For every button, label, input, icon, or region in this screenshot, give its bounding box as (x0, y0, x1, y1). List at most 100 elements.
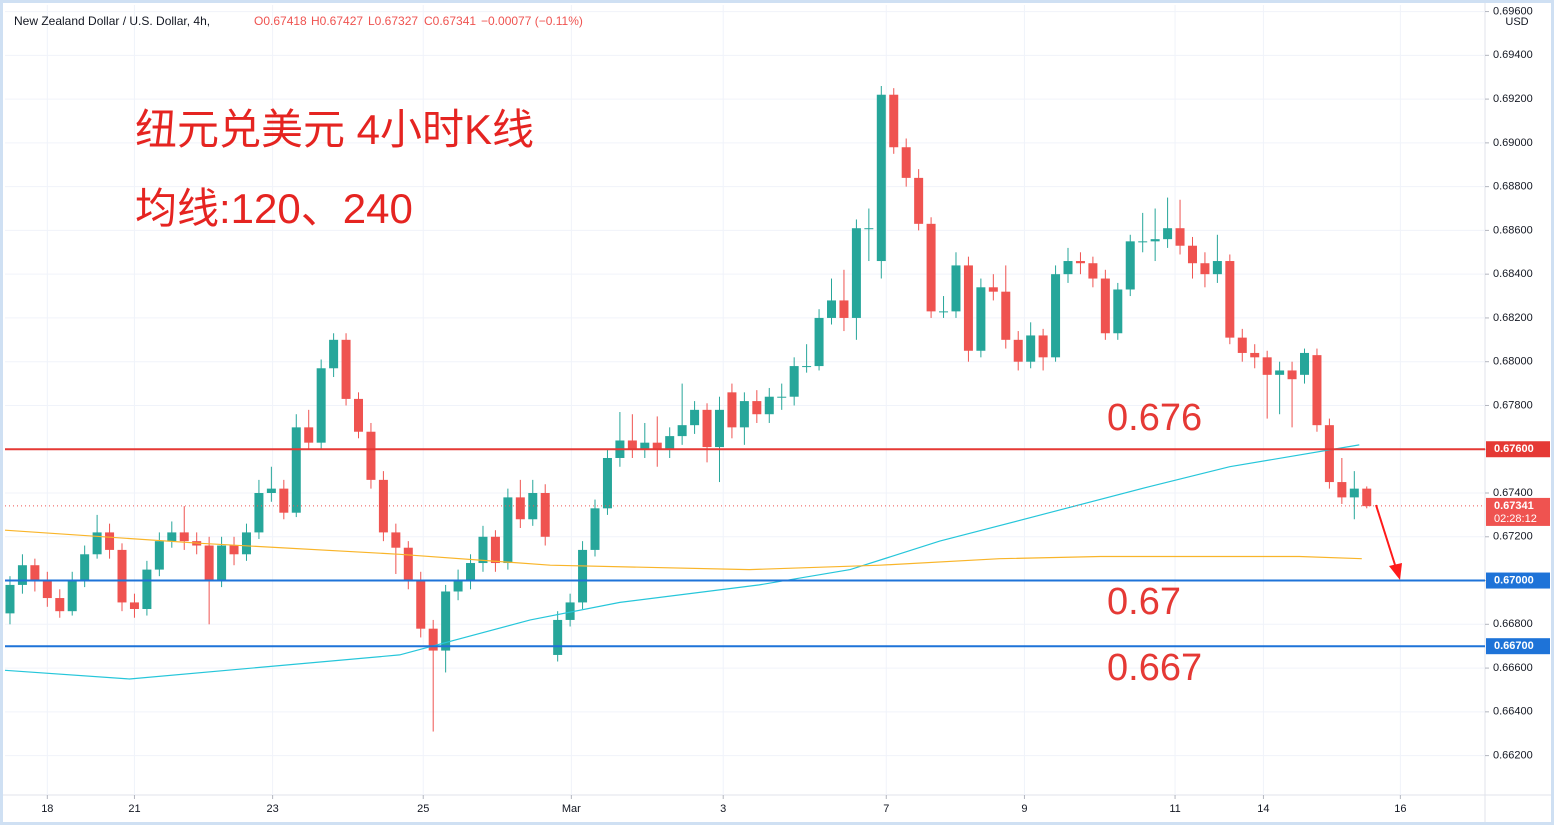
currency: USD (1505, 16, 1528, 28)
y-tick-label: 0.66400 (1493, 706, 1533, 718)
x-tick-label: Mar (562, 803, 581, 815)
moving-average (4, 529, 1362, 571)
candle-body (1125, 241, 1135, 290)
candle-body (789, 366, 799, 397)
candle-body (466, 563, 476, 581)
candle-body (42, 580, 52, 599)
candle-body (179, 532, 189, 542)
candle-body (1212, 261, 1222, 275)
candle-body (1088, 263, 1098, 279)
candle-body (939, 311, 949, 313)
x-tick-label: 23 (266, 803, 278, 815)
x-tick-label: 18 (41, 803, 53, 815)
level-tag (1486, 572, 1550, 589)
candle-body (901, 147, 911, 178)
y-tick-label: 0.66600 (1493, 662, 1533, 674)
candle-body (1300, 352, 1310, 375)
arrow-line (1375, 504, 1397, 569)
candle-body (578, 549, 588, 603)
ohlc-item: L0.67327 (368, 14, 418, 28)
y-tick-label: 0.68400 (1493, 268, 1533, 280)
candle-body (1237, 337, 1247, 353)
candle-body (565, 602, 575, 620)
candle-body (540, 493, 550, 537)
symbol: New Zealand Dollar / U.S. Dollar, 4h, (14, 14, 210, 28)
y-tick-label: 0.69000 (1493, 137, 1533, 149)
candle-body (1150, 239, 1160, 242)
candle-body (553, 619, 563, 655)
countdown: 02:28:12 (1494, 513, 1537, 525)
last-price-label: 0.67341 (1494, 500, 1534, 512)
candle-body (30, 565, 40, 581)
candle-body (702, 409, 712, 448)
candle-body (1262, 357, 1272, 375)
x-tick-label: 3 (720, 803, 726, 815)
candle-body (752, 401, 762, 415)
candle-body (988, 287, 998, 292)
candle-body (229, 545, 239, 555)
x-tick-label: 16 (1394, 803, 1406, 815)
candle-body (403, 547, 413, 581)
ohlc-item: H0.67427 (311, 14, 363, 28)
candle-body (851, 228, 861, 318)
ohlc-item: C0.67341 (424, 14, 476, 28)
candle-body (515, 497, 525, 520)
level-tag (1486, 638, 1550, 655)
annotation: 0.67 (1107, 581, 1181, 623)
candle-body (1324, 425, 1334, 483)
ohlc-item: O0.67418 (254, 14, 307, 28)
level-tag-label: 0.67600 (1494, 443, 1534, 455)
candle-body (55, 598, 65, 612)
ohlc-item: −0.00077 (−0.11%) (481, 14, 583, 28)
candle-body (204, 545, 214, 581)
candle-body (665, 436, 675, 450)
candle-body (802, 366, 812, 368)
candle-body (1187, 245, 1197, 264)
candle-body (739, 401, 749, 428)
candle-body (329, 339, 339, 369)
candle-body (416, 580, 426, 629)
candle-body (1113, 289, 1123, 334)
candle-body (80, 554, 90, 581)
candle-body (167, 532, 177, 542)
candle-body (827, 300, 837, 318)
candle-body (1362, 488, 1372, 507)
candle-body (67, 580, 77, 612)
candle-body (1250, 352, 1260, 358)
candle-body (503, 497, 513, 564)
candle-body (839, 300, 849, 318)
candle-body (1275, 370, 1285, 375)
candle-body (1026, 335, 1036, 362)
candle-body (1100, 278, 1110, 334)
candle-body (690, 409, 700, 426)
candle-body (951, 265, 961, 312)
candle-body (453, 580, 463, 592)
candle-body (391, 532, 401, 548)
level-tag (1486, 441, 1550, 458)
candle-body (304, 427, 314, 443)
candle-body (864, 228, 874, 230)
x-tick-label: 14 (1257, 803, 1269, 815)
candle-body (117, 549, 127, 603)
candle-body (1312, 355, 1322, 426)
x-tick-label: 7 (883, 803, 889, 815)
candle-body (316, 368, 326, 443)
candle-body (1001, 291, 1011, 340)
candle-body (217, 545, 227, 581)
x-tick-label: 11 (1169, 803, 1180, 815)
candle-body (976, 287, 986, 351)
y-tick-label: 0.68200 (1493, 312, 1533, 324)
candle-body (1063, 261, 1073, 275)
candle-body (1051, 274, 1061, 358)
level-tag-label: 0.67000 (1494, 574, 1534, 586)
y-tick-label: 0.66800 (1493, 618, 1533, 630)
ohlc-header: O0.67418 H0.67427 L0.67327 C0.67341 −0.00077… (254, 14, 583, 28)
candle-body (1163, 228, 1173, 240)
annotation: 0.676 (1107, 397, 1202, 439)
y-tick-label: 0.68600 (1493, 224, 1533, 236)
candle-body (640, 442, 650, 450)
chart-subtitle: 均线:120、240 (135, 185, 413, 232)
candle-body (279, 488, 289, 513)
